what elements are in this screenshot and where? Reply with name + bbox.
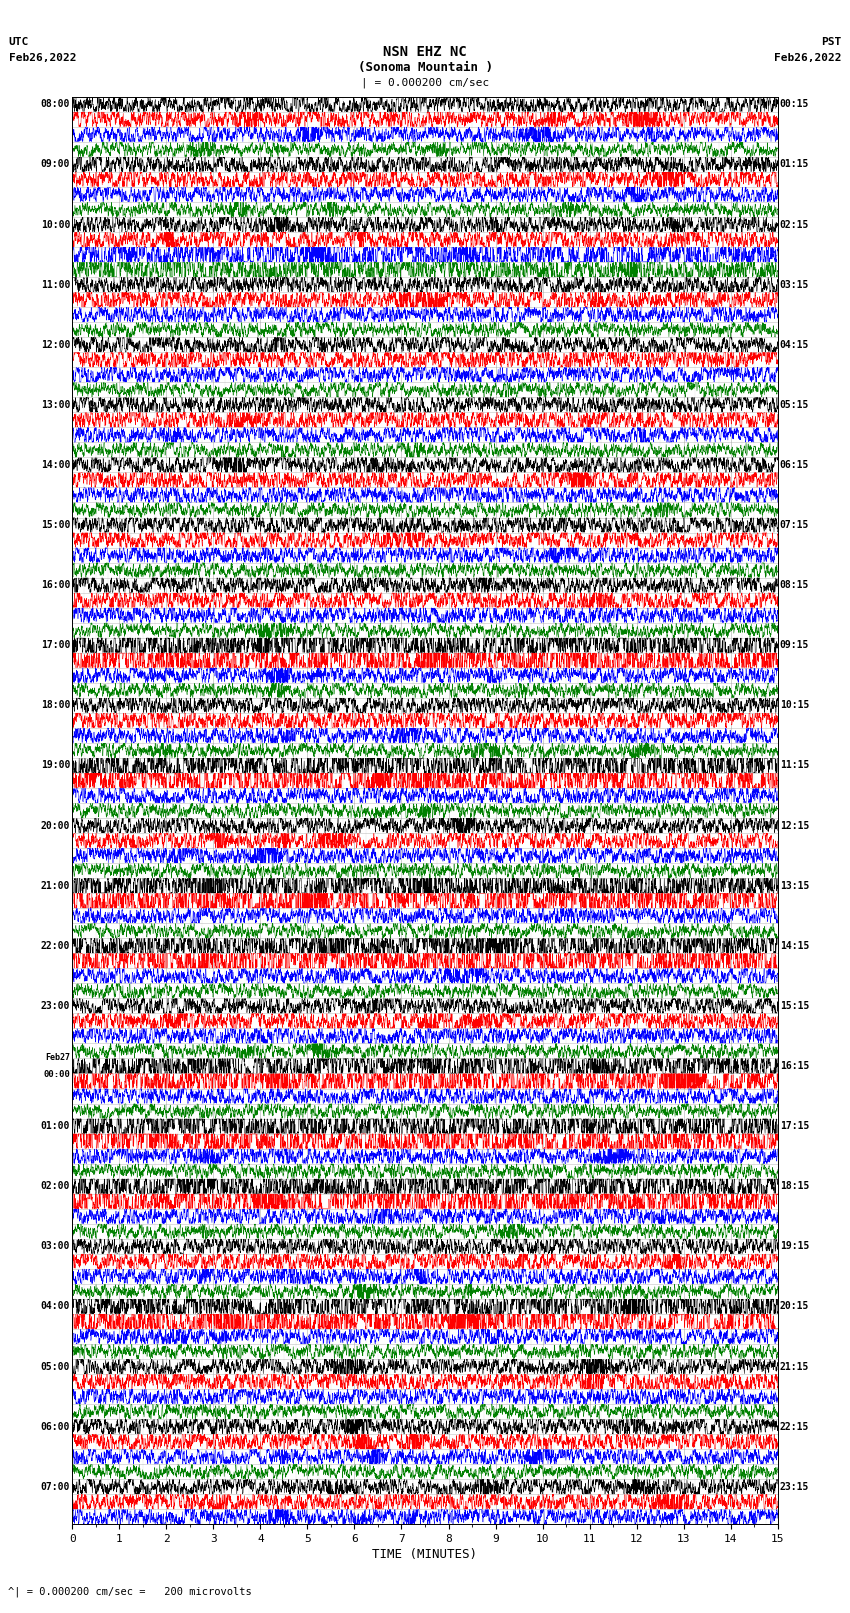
Text: 07:00: 07:00 [41, 1482, 71, 1492]
Text: 11:00: 11:00 [41, 279, 71, 290]
Text: 05:00: 05:00 [41, 1361, 71, 1371]
Text: 12:15: 12:15 [779, 821, 809, 831]
Text: 09:15: 09:15 [779, 640, 809, 650]
Text: 04:00: 04:00 [41, 1302, 71, 1311]
Text: 03:15: 03:15 [779, 279, 809, 290]
Text: 13:15: 13:15 [779, 881, 809, 890]
Text: 07:15: 07:15 [779, 519, 809, 531]
Text: 02:15: 02:15 [779, 219, 809, 229]
Text: NSN EHZ NC: NSN EHZ NC [383, 45, 467, 60]
Text: Feb26,2022: Feb26,2022 [8, 53, 76, 63]
Text: 21:15: 21:15 [779, 1361, 809, 1371]
Text: 17:00: 17:00 [41, 640, 71, 650]
Text: 10:00: 10:00 [41, 219, 71, 229]
Text: 00:15: 00:15 [779, 100, 809, 110]
Text: 13:00: 13:00 [41, 400, 71, 410]
Text: 16:00: 16:00 [41, 581, 71, 590]
Text: 03:00: 03:00 [41, 1242, 71, 1252]
Text: 20:15: 20:15 [779, 1302, 809, 1311]
Text: ^| = 0.000200 cm/sec =   200 microvolts: ^| = 0.000200 cm/sec = 200 microvolts [8, 1586, 252, 1597]
Text: 01:15: 01:15 [779, 160, 809, 169]
Text: 15:00: 15:00 [41, 519, 71, 531]
Text: 17:15: 17:15 [779, 1121, 809, 1131]
Text: 23:00: 23:00 [41, 1002, 71, 1011]
Text: 11:15: 11:15 [779, 760, 809, 771]
Text: 23:15: 23:15 [779, 1482, 809, 1492]
Text: 18:15: 18:15 [779, 1181, 809, 1190]
Text: | = 0.000200 cm/sec: | = 0.000200 cm/sec [361, 77, 489, 89]
Text: 20:00: 20:00 [41, 821, 71, 831]
Text: 16:15: 16:15 [779, 1061, 809, 1071]
Text: 00:00: 00:00 [43, 1071, 71, 1079]
Text: 02:00: 02:00 [41, 1181, 71, 1190]
Text: Feb27: Feb27 [45, 1053, 71, 1061]
Text: 22:00: 22:00 [41, 940, 71, 950]
Text: 10:15: 10:15 [779, 700, 809, 710]
Text: 18:00: 18:00 [41, 700, 71, 710]
Text: 05:15: 05:15 [779, 400, 809, 410]
Text: 08:15: 08:15 [779, 581, 809, 590]
Text: 06:15: 06:15 [779, 460, 809, 469]
Text: 01:00: 01:00 [41, 1121, 71, 1131]
Text: 19:00: 19:00 [41, 760, 71, 771]
Text: PST: PST [821, 37, 842, 47]
Text: 14:15: 14:15 [779, 940, 809, 950]
Text: 06:00: 06:00 [41, 1421, 71, 1432]
Text: 15:15: 15:15 [779, 1002, 809, 1011]
Text: 08:00: 08:00 [41, 100, 71, 110]
X-axis label: TIME (MINUTES): TIME (MINUTES) [372, 1548, 478, 1561]
Text: Feb26,2022: Feb26,2022 [774, 53, 842, 63]
Text: (Sonoma Mountain ): (Sonoma Mountain ) [358, 61, 492, 74]
Text: 12:00: 12:00 [41, 340, 71, 350]
Text: 04:15: 04:15 [779, 340, 809, 350]
Text: 22:15: 22:15 [779, 1421, 809, 1432]
Text: 19:15: 19:15 [779, 1242, 809, 1252]
Text: 21:00: 21:00 [41, 881, 71, 890]
Text: UTC: UTC [8, 37, 29, 47]
Text: 14:00: 14:00 [41, 460, 71, 469]
Text: 09:00: 09:00 [41, 160, 71, 169]
